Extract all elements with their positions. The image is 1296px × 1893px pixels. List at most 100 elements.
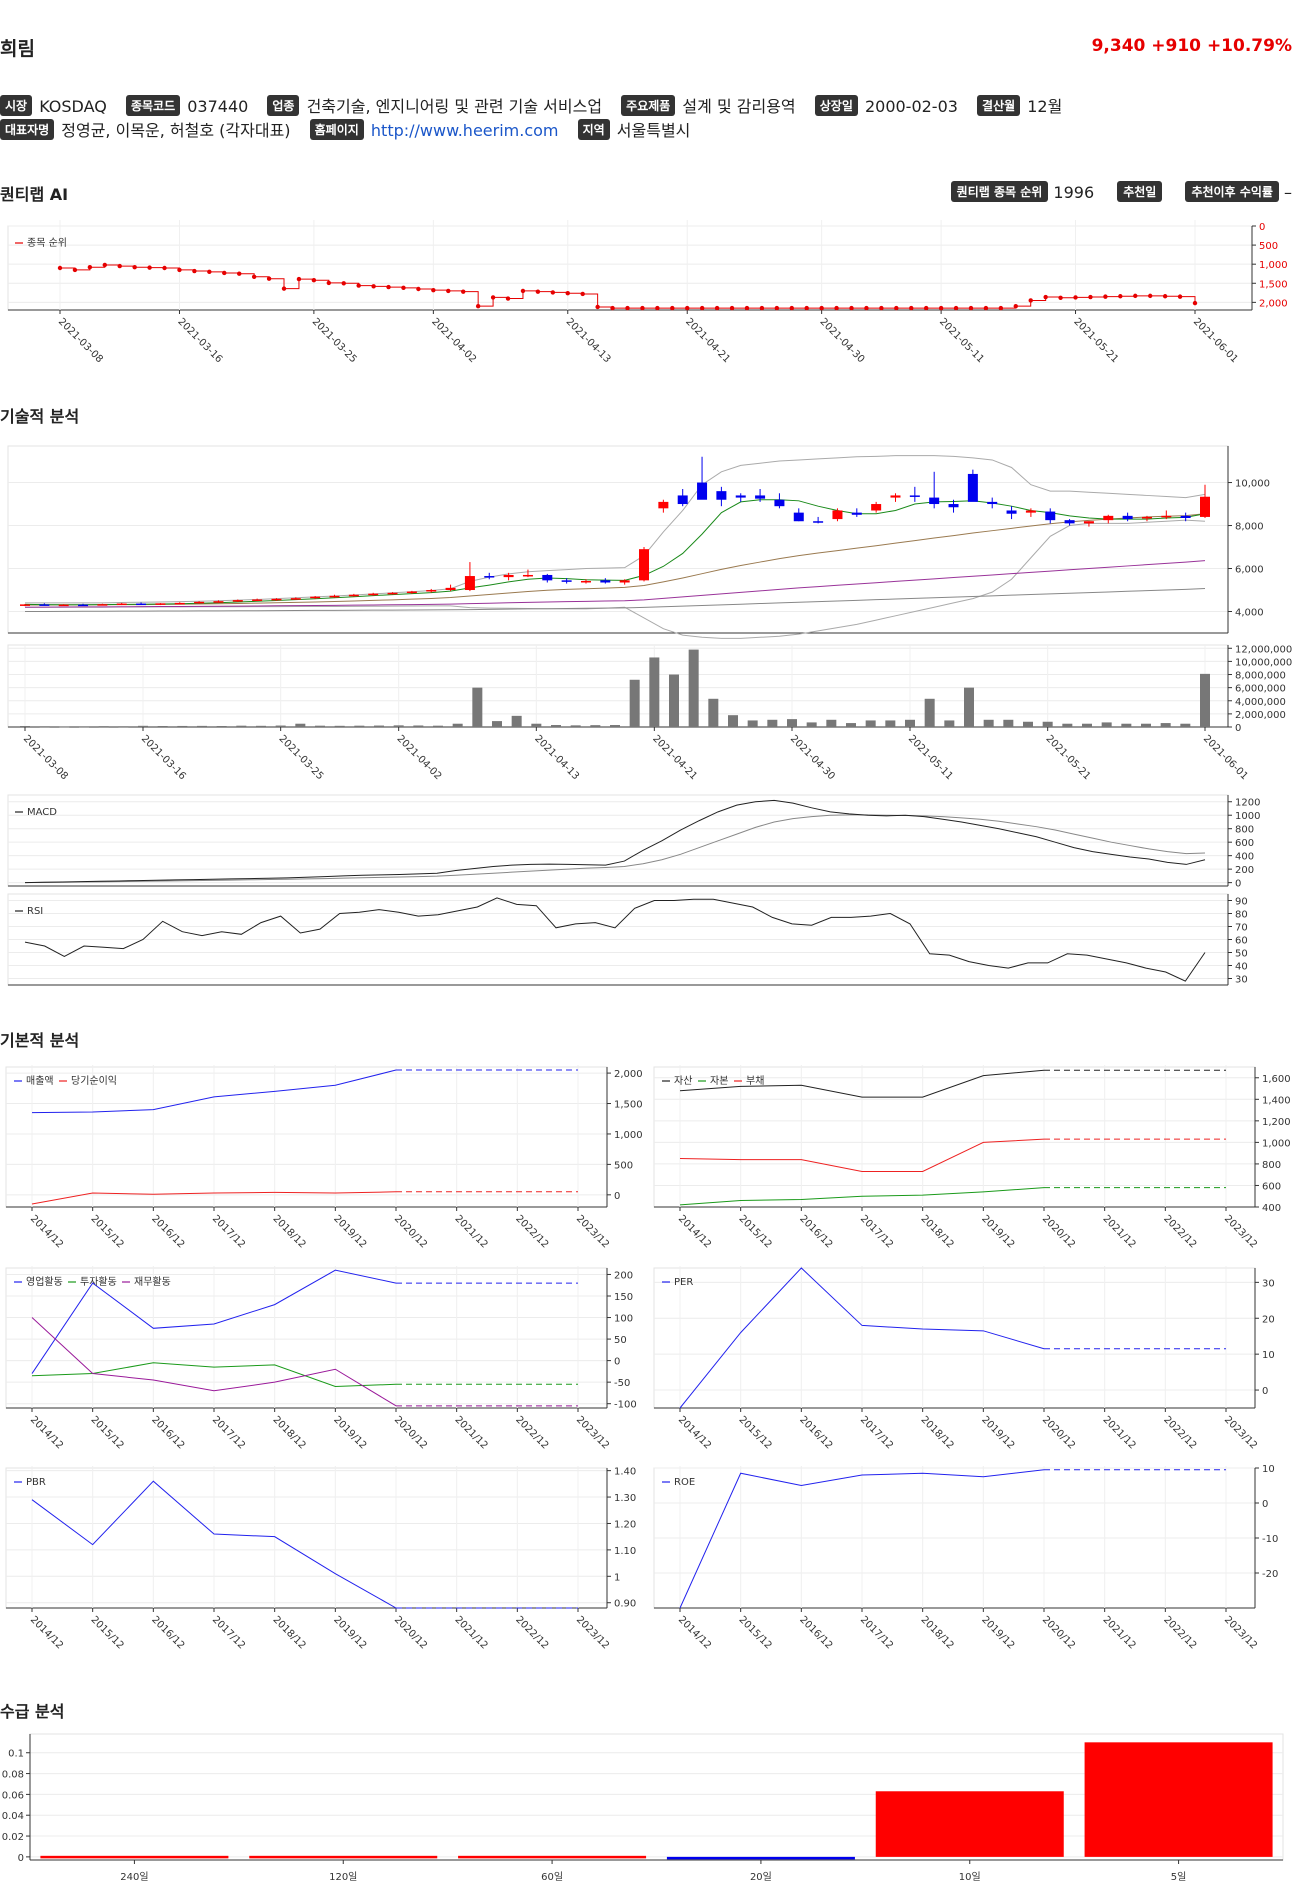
y-tick-label: 150 bbox=[614, 1292, 633, 1303]
x-tick-label: 2021-03-08 bbox=[56, 316, 105, 365]
market-label: 시장 bbox=[0, 95, 33, 116]
volume-bar bbox=[846, 723, 856, 727]
volume-bar bbox=[492, 721, 502, 727]
assets-series-line bbox=[679, 1069, 1045, 1098]
y-tick-label: 100 bbox=[614, 1314, 633, 1325]
y-tick-label: 30 bbox=[1262, 1278, 1275, 1289]
per-series-line bbox=[679, 1267, 1045, 1409]
supply-bar bbox=[249, 1855, 438, 1859]
y-tick-label: 2,000 bbox=[614, 1069, 643, 1080]
market-value: KOSDAQ bbox=[39, 97, 107, 116]
candle-body bbox=[793, 512, 804, 522]
x-tick-label: 2022/12 bbox=[1161, 1614, 1198, 1651]
ceo-value: 정영균, 이목운, 허철호 (각자대표) bbox=[61, 121, 291, 140]
rank-point bbox=[446, 288, 451, 294]
y-tick-label: 60 bbox=[1235, 936, 1248, 947]
x-tick-label: 2021/12 bbox=[1101, 1614, 1138, 1651]
rec-return-value: – bbox=[1284, 183, 1292, 202]
volume-bar bbox=[1062, 723, 1073, 727]
volume-bar bbox=[964, 687, 974, 727]
x-tick-label: 2021-04-13 bbox=[532, 733, 581, 782]
x-tick-label: 2020/12 bbox=[1040, 1213, 1077, 1250]
rank-point bbox=[879, 305, 884, 311]
y-tick-label: 1.20 bbox=[614, 1519, 636, 1530]
products-value: 설계 및 감리용역 bbox=[682, 97, 796, 116]
y-tick-label: 800 bbox=[1262, 1160, 1281, 1171]
x-tick-label: 2018/12 bbox=[919, 1614, 956, 1651]
rank-point bbox=[296, 276, 302, 282]
roe-series-line bbox=[679, 1469, 1045, 1609]
x-tick-label: 2021/12 bbox=[1101, 1414, 1138, 1451]
x-tick-label: 2021-03-25 bbox=[277, 733, 326, 782]
candle-body bbox=[639, 549, 650, 581]
x-tick-label: 20일 bbox=[750, 1871, 772, 1883]
y-tick-label: 400 bbox=[1235, 852, 1254, 863]
rsi-line bbox=[24, 897, 1206, 982]
volume-bar bbox=[1200, 673, 1210, 727]
y-tick-label: -50 bbox=[614, 1378, 630, 1389]
rank-point bbox=[789, 305, 794, 311]
plot-area bbox=[5, 1467, 608, 1609]
x-tick-label: 2015/12 bbox=[89, 1213, 126, 1250]
y-tick-label: 0.06 bbox=[2, 1790, 24, 1801]
candle-body bbox=[174, 602, 185, 605]
rank-point bbox=[386, 284, 391, 290]
volume-bar bbox=[413, 725, 424, 727]
rank-point bbox=[356, 283, 361, 288]
industry-value: 건축기술, 엔지니어링 및 관련 기술 서비스업 bbox=[306, 97, 603, 116]
listed-date-value: 2000-02-03 bbox=[864, 97, 958, 116]
ma60-line bbox=[24, 560, 1206, 608]
volume-bar bbox=[905, 719, 915, 727]
candle-body bbox=[1161, 515, 1172, 518]
rank-point bbox=[894, 305, 899, 311]
x-tick-label: 2021-05-11 bbox=[937, 316, 986, 365]
x-tick-label: 2017/12 bbox=[210, 1213, 247, 1250]
quantilab-summary: 퀀티랩 종목 순위 1996 추천일 추천이후 수익률 – bbox=[933, 181, 1292, 202]
y-tick-label: 1 bbox=[614, 1572, 620, 1583]
candle-body bbox=[561, 580, 572, 582]
plot-area bbox=[653, 1267, 1256, 1409]
rank-point bbox=[595, 304, 600, 310]
rank-point bbox=[87, 265, 93, 270]
x-tick-label: 2021-03-16 bbox=[139, 733, 188, 782]
y-tick-label: 0 bbox=[614, 1191, 620, 1202]
y-tick-label: 1,500 bbox=[614, 1100, 643, 1111]
candle-body bbox=[755, 495, 766, 499]
supply-bar bbox=[458, 1855, 647, 1859]
y-tick-label: 1,000 bbox=[1259, 260, 1288, 271]
y-tick-label: 1,200 bbox=[1262, 1117, 1291, 1128]
homepage-label: 홈페이지 bbox=[309, 119, 364, 140]
listed-date-label: 상장일 bbox=[814, 95, 858, 116]
volume-bar bbox=[236, 725, 247, 727]
y-tick-label: 1,500 bbox=[1259, 279, 1288, 290]
rank-point bbox=[1103, 294, 1108, 299]
volume-bar bbox=[118, 726, 129, 728]
legend-label: 영업활동 bbox=[26, 1275, 63, 1288]
x-tick-label: 2015/12 bbox=[89, 1614, 126, 1651]
x-tick-label: 2020/12 bbox=[392, 1213, 429, 1250]
y-tick-label: 0 bbox=[18, 1853, 24, 1864]
homepage-link[interactable]: http://www.heerim.com bbox=[370, 121, 559, 140]
x-tick-label: 2021-04-30 bbox=[788, 733, 837, 782]
price-change-pct: +10.79% bbox=[1206, 36, 1292, 56]
y-tick-label: 10 bbox=[1262, 1464, 1275, 1475]
rank-point bbox=[1133, 293, 1138, 299]
candle-body bbox=[697, 482, 708, 500]
x-tick-label: 2021-03-25 bbox=[310, 316, 359, 365]
rank-point bbox=[655, 305, 660, 311]
rank-point bbox=[72, 267, 78, 273]
supply-bar bbox=[875, 1791, 1064, 1857]
volume-bar bbox=[747, 720, 758, 727]
supply-bar bbox=[40, 1855, 229, 1859]
macd-line bbox=[24, 799, 1206, 884]
rank-point bbox=[222, 270, 227, 276]
x-tick-label: 2019/12 bbox=[979, 1614, 1016, 1651]
candle-body bbox=[464, 576, 475, 591]
rank-point bbox=[1118, 294, 1123, 299]
candle-body bbox=[329, 595, 340, 598]
y-tick-label: 1,000 bbox=[1262, 1138, 1291, 1149]
y-tick-label: 1,400 bbox=[1262, 1095, 1291, 1106]
y-tick-label: 0 bbox=[1235, 723, 1241, 734]
company-info-row-2: 대표자명 정영균, 이목운, 허철호 (각자대표) 홈페이지 http://ww… bbox=[0, 117, 704, 141]
y-tick-label: 0.08 bbox=[2, 1770, 24, 1781]
